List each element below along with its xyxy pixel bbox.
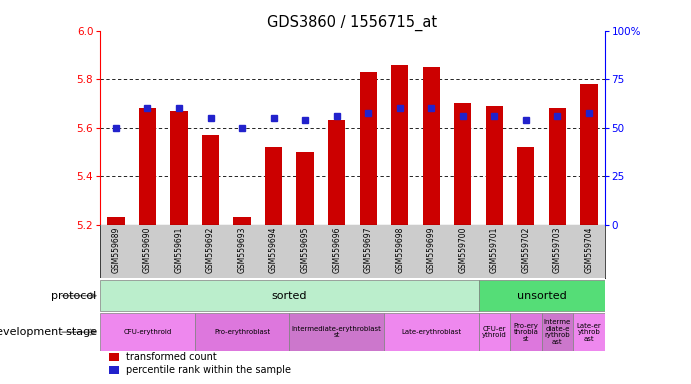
Title: GDS3860 / 1556715_at: GDS3860 / 1556715_at: [267, 15, 437, 31]
Text: GSM559689: GSM559689: [111, 226, 120, 273]
Text: sorted: sorted: [272, 291, 307, 301]
Bar: [517, 147, 534, 225]
Text: GSM559694: GSM559694: [269, 226, 278, 273]
Text: GSM559704: GSM559704: [585, 226, 594, 273]
Bar: [486, 106, 503, 225]
Bar: [265, 147, 282, 225]
Text: GSM559692: GSM559692: [206, 226, 215, 273]
Bar: [100, 313, 195, 351]
Bar: [510, 313, 542, 351]
Text: GSM559699: GSM559699: [427, 226, 436, 273]
Bar: [542, 313, 573, 351]
Bar: [454, 103, 471, 225]
Bar: [139, 108, 156, 225]
Text: GSM559698: GSM559698: [395, 226, 404, 273]
Text: GSM559703: GSM559703: [553, 226, 562, 273]
Bar: [384, 313, 478, 351]
Bar: [290, 313, 384, 351]
Bar: [234, 217, 251, 225]
Bar: [580, 84, 598, 225]
Bar: [549, 108, 566, 225]
Bar: [478, 280, 605, 311]
Text: CFU-erythroid: CFU-erythroid: [124, 329, 171, 335]
Bar: [391, 65, 408, 225]
Text: CFU-er
ythroid: CFU-er ythroid: [482, 326, 507, 338]
Text: Interme
diate-e
rythrob
ast: Interme diate-e rythrob ast: [544, 319, 571, 345]
Text: GSM559700: GSM559700: [458, 226, 467, 273]
Text: Intermediate-erythroblast
st: Intermediate-erythroblast st: [292, 326, 381, 338]
Text: unsorted: unsorted: [517, 291, 567, 301]
Text: Pro-ery
throbla
st: Pro-ery throbla st: [513, 323, 538, 342]
Bar: [202, 135, 219, 225]
Text: Late-er
ythrob
ast: Late-er ythrob ast: [576, 323, 601, 342]
Text: GSM559696: GSM559696: [332, 226, 341, 273]
Text: GSM559691: GSM559691: [175, 226, 184, 273]
Text: development stage: development stage: [0, 327, 97, 337]
Text: GSM559702: GSM559702: [521, 226, 530, 273]
Text: protocol: protocol: [52, 291, 97, 301]
Bar: [296, 152, 314, 225]
Text: GSM559697: GSM559697: [363, 226, 372, 273]
Text: GSM559695: GSM559695: [301, 226, 310, 273]
Bar: [328, 121, 346, 225]
Bar: [359, 72, 377, 225]
Bar: [195, 313, 290, 351]
Text: GSM559701: GSM559701: [490, 226, 499, 273]
Text: GSM559690: GSM559690: [143, 226, 152, 273]
Bar: [423, 67, 440, 225]
Text: Late-erythroblast: Late-erythroblast: [401, 329, 462, 335]
Bar: [100, 280, 478, 311]
Text: GSM559693: GSM559693: [238, 226, 247, 273]
Legend: transformed count, percentile rank within the sample: transformed count, percentile rank withi…: [105, 348, 295, 379]
Bar: [478, 313, 510, 351]
Text: Pro-erythroblast: Pro-erythroblast: [214, 329, 270, 335]
Bar: [573, 313, 605, 351]
Bar: [171, 111, 188, 225]
Bar: [107, 217, 124, 225]
